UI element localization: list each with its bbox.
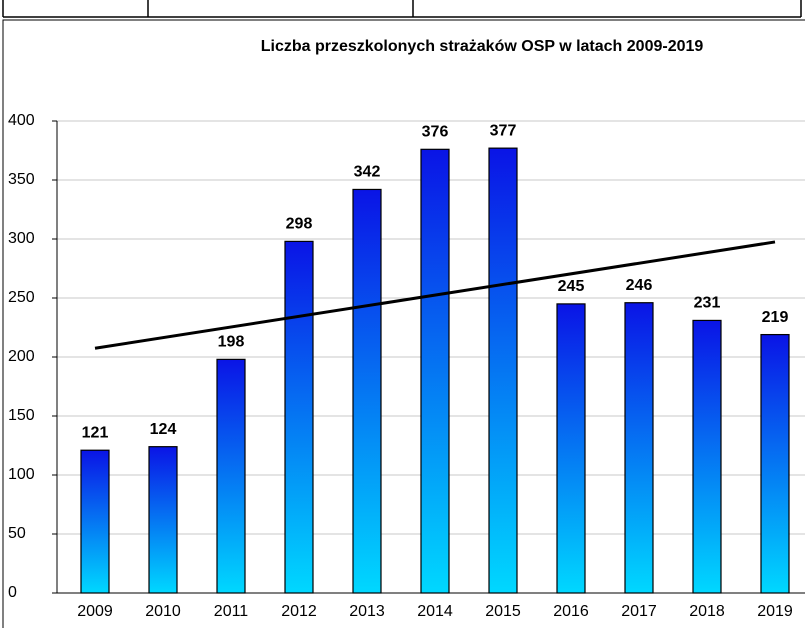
x-tick-label: 2015 xyxy=(485,603,521,620)
x-tick-label: 2016 xyxy=(553,603,589,620)
value-label: 124 xyxy=(150,421,177,438)
bar xyxy=(556,303,586,594)
bar xyxy=(148,446,178,594)
x-tick-label: 2018 xyxy=(689,603,725,620)
x-tick-label: 2014 xyxy=(417,603,453,620)
y-tick-label: 250 xyxy=(8,289,35,306)
value-label: 342 xyxy=(354,164,381,181)
bar xyxy=(352,188,382,594)
y-tick-label: 350 xyxy=(8,171,35,188)
value-label: 231 xyxy=(694,295,721,312)
bar xyxy=(284,240,314,594)
y-tick-label: 200 xyxy=(8,348,35,365)
y-tick-label: 50 xyxy=(8,525,26,542)
bar xyxy=(80,449,110,594)
y-tick-label: 150 xyxy=(8,407,35,424)
x-tick-label: 2012 xyxy=(281,603,317,620)
value-label: 219 xyxy=(762,309,789,326)
chart-title: Liczba przeszkolonych strażaków OSP w la… xyxy=(261,38,704,55)
x-tick-label: 2009 xyxy=(77,603,113,620)
y-tick-label: 0 xyxy=(8,584,17,601)
y-tick-label: 100 xyxy=(8,466,35,483)
value-label: 121 xyxy=(82,424,109,441)
table-fragment xyxy=(2,0,802,18)
x-tick-label: 2019 xyxy=(757,603,793,620)
bar xyxy=(216,358,246,594)
x-tick-label: 2017 xyxy=(621,603,657,620)
bar xyxy=(760,333,790,594)
value-label: 246 xyxy=(626,277,653,294)
x-tick-label: 2011 xyxy=(214,603,249,620)
value-label: 377 xyxy=(490,122,517,139)
chart-frame xyxy=(2,19,805,628)
value-label: 298 xyxy=(286,216,313,233)
x-tick-label: 2013 xyxy=(349,603,385,620)
value-label: 245 xyxy=(558,278,585,295)
x-tick-label: 2010 xyxy=(145,603,181,620)
value-label: 376 xyxy=(422,124,449,141)
bar xyxy=(692,319,722,594)
value-label: 198 xyxy=(218,334,245,351)
bar xyxy=(420,148,450,594)
bar xyxy=(488,147,518,594)
trendline xyxy=(94,240,776,350)
y-tick-label: 300 xyxy=(8,230,35,247)
bar xyxy=(624,302,654,594)
y-tick-label: 400 xyxy=(8,112,35,129)
